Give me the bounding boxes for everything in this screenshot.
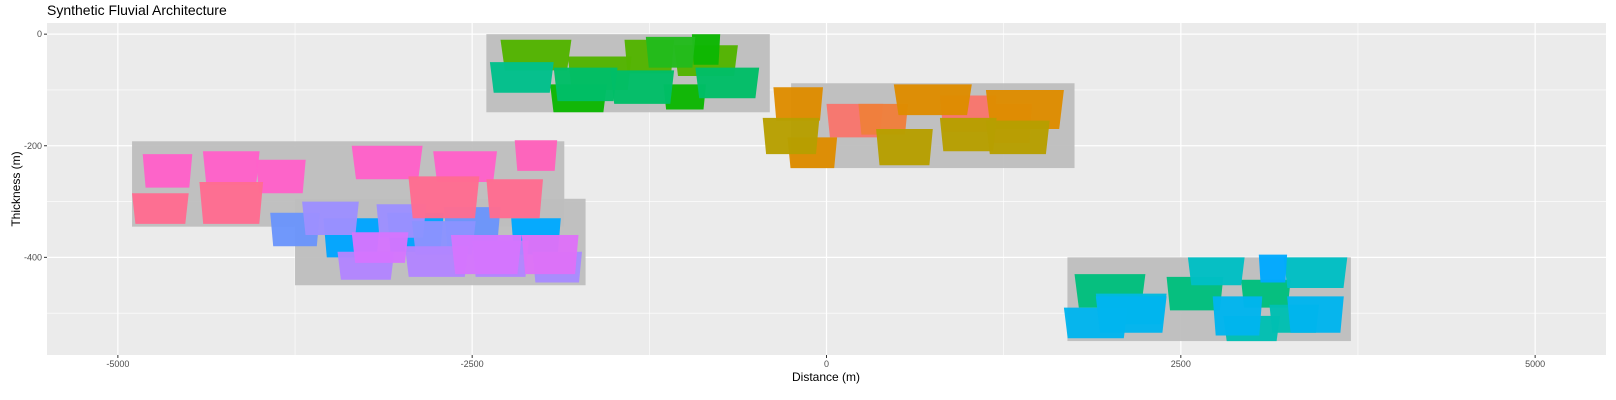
channel-body [521, 235, 579, 275]
channel-body [199, 182, 264, 224]
x-axis-title: Distance (m) [792, 370, 860, 384]
x-tick-label: 2500 [1171, 359, 1191, 369]
y-tick-label: -200 [24, 141, 42, 151]
channel-body [450, 235, 522, 275]
y-axis-title: Thickness (m) [9, 151, 23, 226]
channel-body [985, 90, 1064, 129]
channel-body [302, 201, 359, 235]
channel-body [1187, 257, 1245, 286]
channel-body [663, 84, 706, 110]
channel-body [1095, 296, 1167, 333]
channel-body [351, 232, 409, 263]
channel-body [132, 193, 189, 224]
channel-body [1258, 254, 1288, 283]
channel-body [695, 67, 760, 99]
channel-body [858, 103, 908, 135]
x-tick-label: -2500 [461, 359, 484, 369]
channel-body [202, 151, 260, 185]
channel-body [985, 120, 1050, 155]
chart-title: Synthetic Fluvial Architecture [47, 2, 227, 18]
channel-body [1212, 296, 1263, 336]
channel-body [514, 140, 558, 171]
channel-body [351, 145, 423, 180]
channel-body [876, 129, 933, 166]
channel-body [256, 159, 306, 194]
x-axis-ticks: -5000 -2500 0 2500 5000 [106, 355, 1545, 369]
channel-body [433, 151, 497, 182]
channel-body [939, 117, 997, 152]
channel-body [762, 117, 820, 155]
y-axis-ticks: 0 -200 -400 [24, 29, 47, 262]
channel-body [142, 154, 193, 188]
channel-body [691, 34, 721, 65]
x-tick-label: 5000 [1525, 359, 1545, 369]
channel-body [645, 36, 696, 68]
x-tick-label: 0 [824, 359, 829, 369]
channel-bodies [132, 34, 1348, 342]
channel-body [404, 246, 469, 277]
y-tick-label: 0 [37, 29, 42, 39]
channel-body [893, 84, 972, 116]
channel-body [408, 176, 480, 219]
channel-body [486, 179, 543, 219]
x-tick-label: -5000 [106, 359, 129, 369]
y-tick-label: -400 [24, 252, 42, 262]
channel-body [773, 87, 823, 121]
channel-body [489, 62, 554, 93]
channel-body [1283, 257, 1348, 288]
channel-body [1287, 296, 1344, 333]
channel-body [610, 70, 675, 104]
channel-body [553, 67, 618, 102]
